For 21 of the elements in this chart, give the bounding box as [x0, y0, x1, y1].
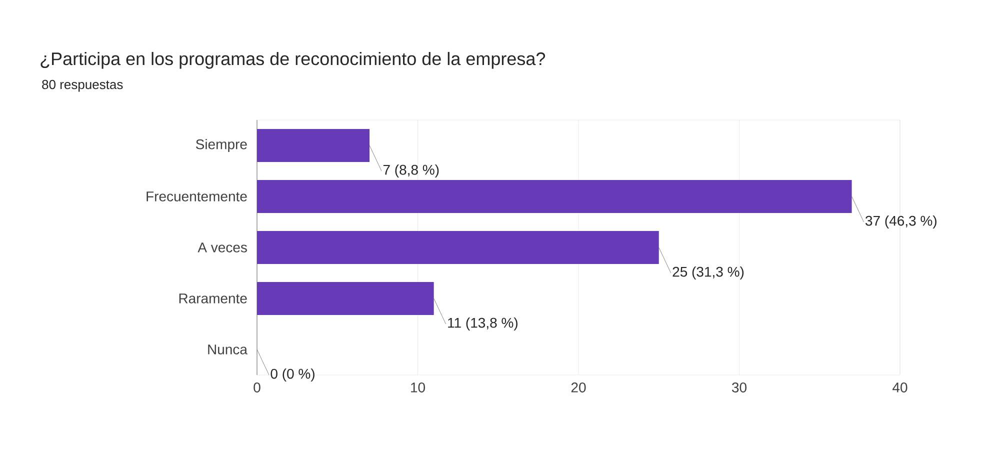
bar [257, 128, 370, 162]
y-tick-label: Siempre [196, 138, 247, 152]
y-tick-label: A veces [198, 242, 247, 252]
bar [257, 230, 659, 264]
data-label: 11 (13,8 %) [448, 317, 518, 331]
x-tick-label: 30 [732, 382, 746, 392]
y-tick-label: Raramente [179, 294, 247, 304]
x-tick-label: 0 [254, 382, 260, 392]
bar [257, 282, 434, 315]
data-label: 7 (8,8 %) [383, 164, 439, 178]
data-label: 25 (31,3 %) [672, 266, 744, 280]
data-label: 0 (0 %) [270, 368, 314, 382]
y-tick-label: Nunca [208, 344, 248, 354]
data-label: 37 (46,3 %) [866, 215, 936, 229]
chart-title: ¿Participa en los programas de reconocimiento de la empresa? [40, 52, 546, 69]
y-tick-label: Frecuentemente [146, 192, 247, 202]
text: 80 respuestas [42, 80, 123, 92]
x-tick-label: 40 [892, 382, 908, 392]
x-tick-label: 20 [571, 382, 586, 392]
x-tick-label: 10 [411, 382, 425, 392]
bar [257, 180, 852, 213]
